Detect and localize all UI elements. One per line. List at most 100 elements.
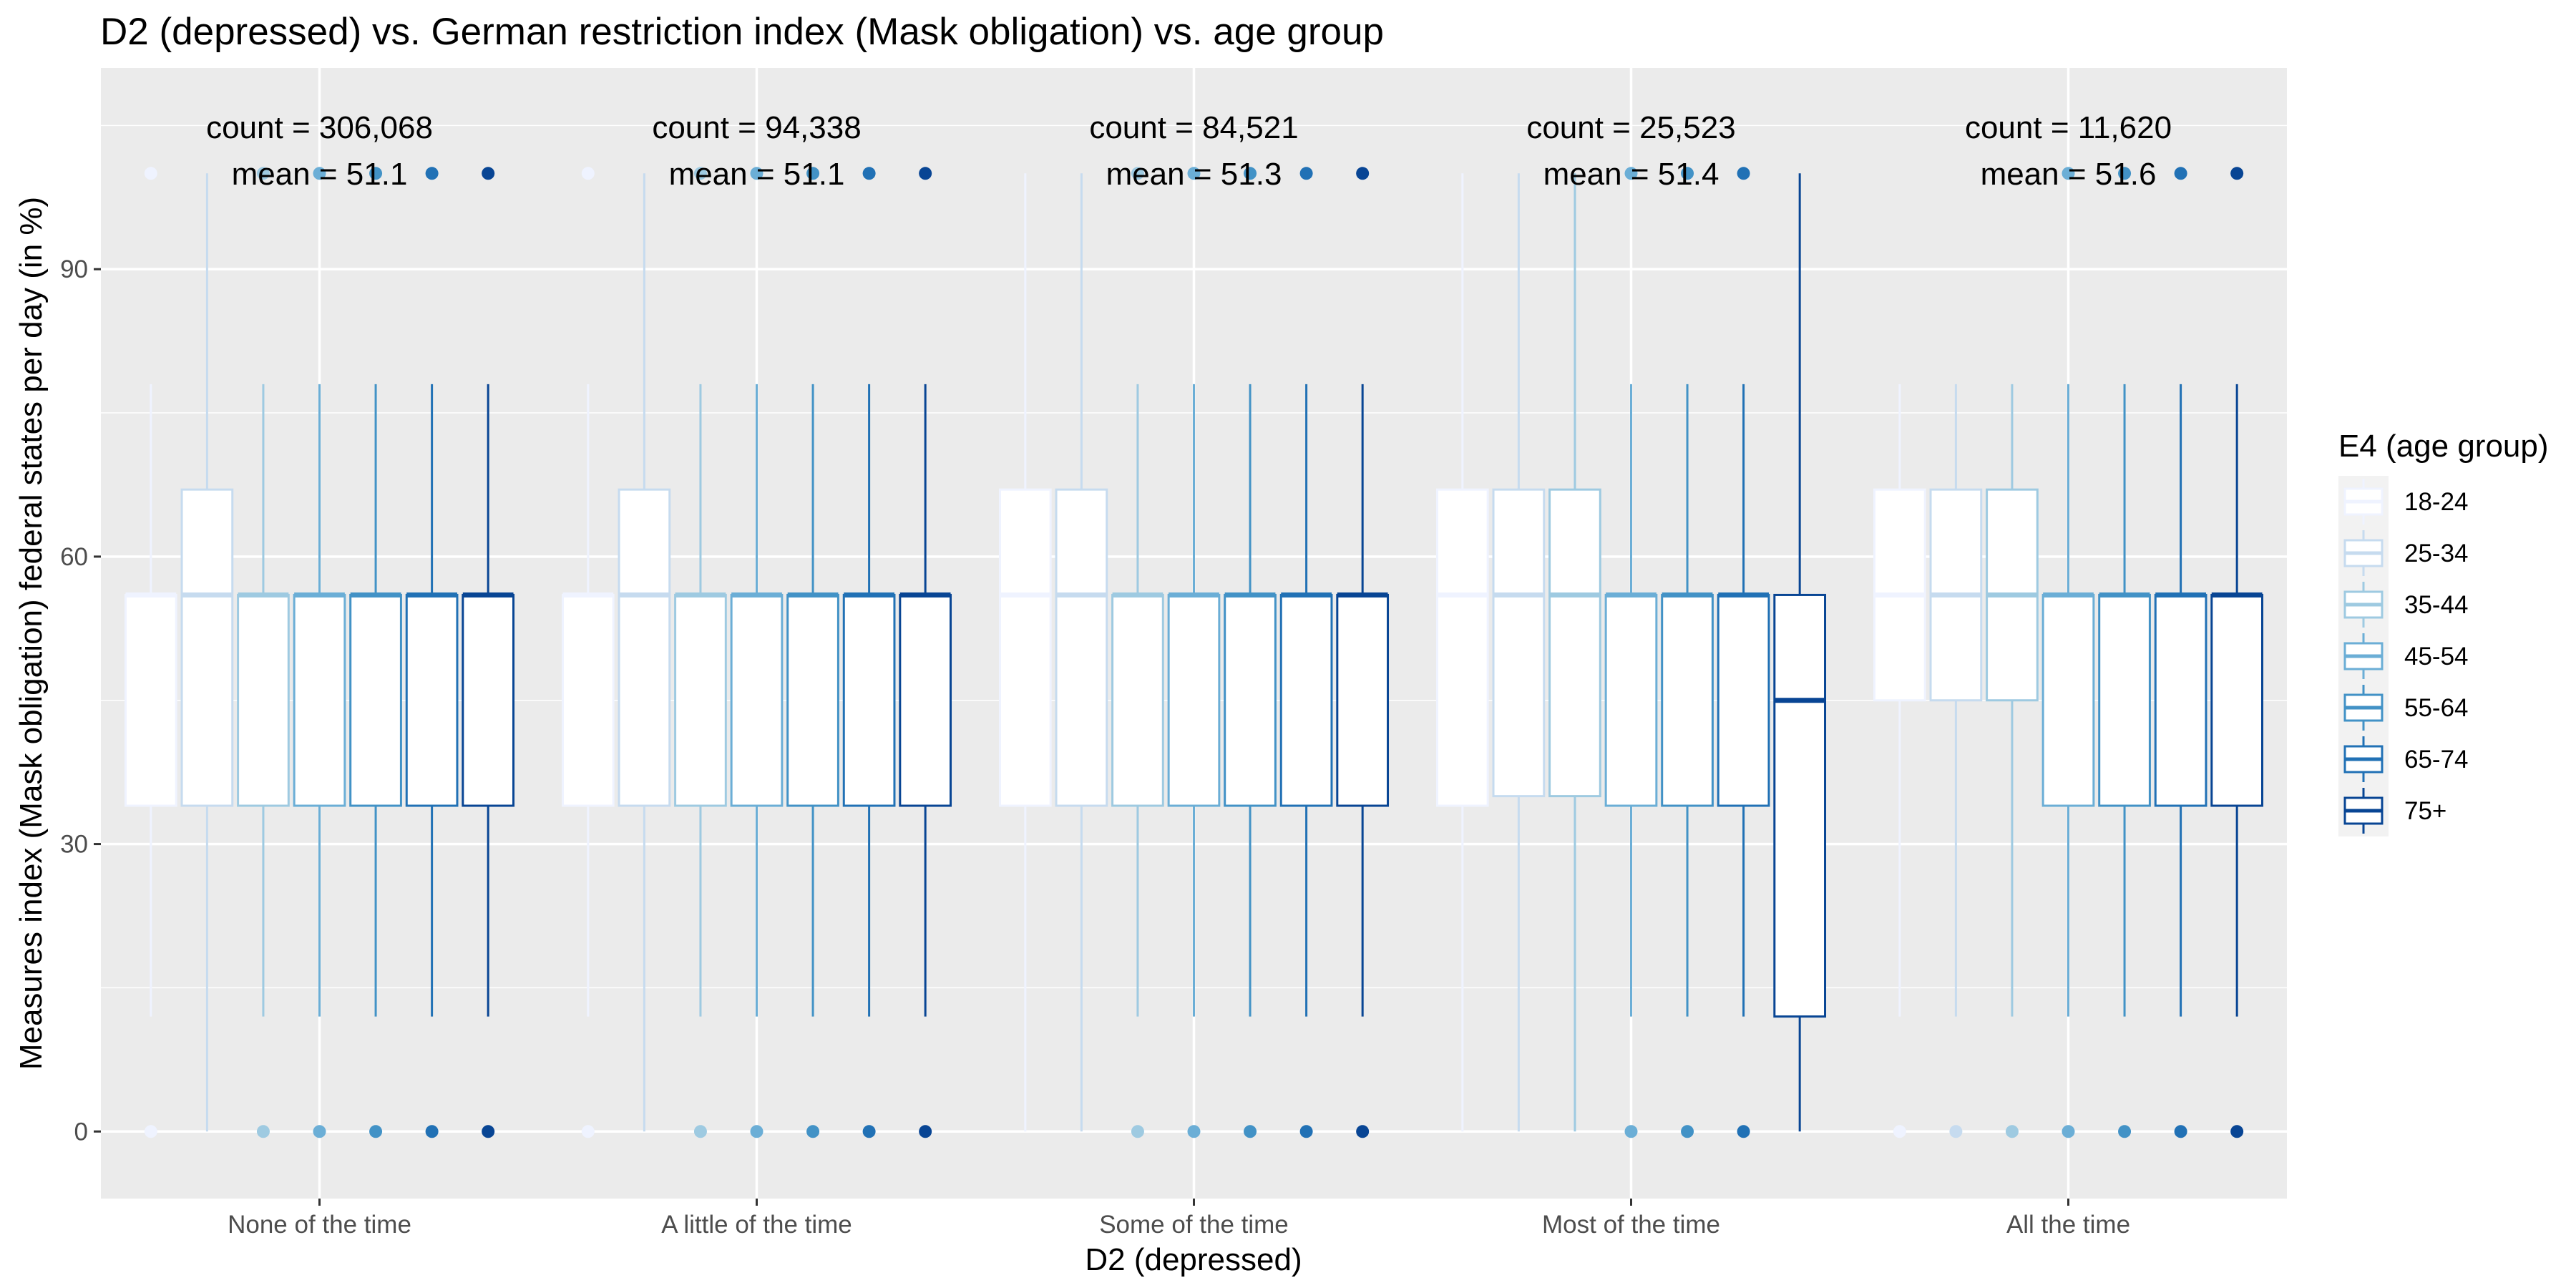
legend-item-75+: 75+ — [2343, 788, 2446, 834]
box-body — [180, 488, 234, 807]
box-body — [1661, 593, 1714, 807]
outlier-point — [1187, 167, 1201, 180]
outlier-point — [693, 167, 707, 180]
box-75+ — [462, 167, 515, 1138]
box-body — [899, 593, 952, 807]
legend-label: 65-74 — [2404, 746, 2469, 774]
box-body — [998, 488, 1052, 807]
box-body — [1279, 593, 1333, 807]
outlier-point — [1681, 167, 1694, 180]
box-18-24 — [1873, 384, 1926, 1138]
box-body — [462, 593, 515, 807]
outlier-point — [1356, 167, 1370, 180]
box-body — [1224, 593, 1277, 807]
box-body — [786, 593, 839, 807]
outlier-point — [1131, 167, 1144, 180]
outlier-point — [1893, 1125, 1906, 1138]
outlier-point — [2230, 1125, 2244, 1138]
legend: E4 (age group) 18-24 25-34 35-44 45-54 55-64 6… — [2338, 429, 2549, 836]
x-tick-label: None of the time — [228, 1211, 411, 1239]
outlier-point — [2005, 1125, 2019, 1138]
outlier-point — [144, 167, 157, 180]
x-tick-label: Some of the time — [1099, 1211, 1289, 1239]
outlier-point — [1299, 1125, 1313, 1138]
legend-item-65-74: 65-74 — [2343, 736, 2469, 782]
box-45-54 — [1604, 167, 1658, 1138]
outlier-point — [482, 1125, 495, 1138]
legend-label: 55-64 — [2404, 694, 2469, 722]
box-body — [1717, 593, 1770, 807]
y-tick-label: 0 — [74, 1118, 88, 1146]
y-axis-title: Measures index (Mask obligation) federal… — [14, 197, 49, 1070]
outlier-point — [1131, 1125, 1144, 1138]
annotations: count = 306,068 mean = 51.1 count = 94,338… — [206, 110, 2172, 192]
box-18-24 — [1435, 173, 1489, 1132]
box-25-34 — [180, 173, 234, 1132]
outlier-point — [1624, 1125, 1638, 1138]
outlier-point — [919, 1125, 932, 1138]
box-55-64 — [2098, 167, 2151, 1138]
outlier-point — [1737, 167, 1750, 180]
box-45-54 — [1167, 167, 1221, 1138]
box-body — [2210, 593, 2264, 807]
box-25-34 — [1492, 173, 1546, 1132]
mean-label: mean = 51.1 — [232, 157, 408, 192]
box-55-64 — [786, 167, 839, 1138]
outlier-point — [313, 167, 326, 180]
boxplots — [124, 167, 2264, 1138]
mean-label: mean = 51.3 — [1106, 157, 1282, 192]
box-body — [1548, 488, 1601, 798]
box-body — [1435, 488, 1489, 807]
outlier-point — [2118, 167, 2132, 180]
box-body — [1167, 593, 1221, 807]
box-45-54 — [293, 167, 346, 1138]
outlier-point — [369, 167, 383, 180]
outlier-point — [1681, 1125, 1694, 1138]
box-body — [124, 593, 177, 807]
outlier-point — [1356, 1125, 1370, 1138]
box-body — [2098, 593, 2151, 807]
legend-label: 25-34 — [2404, 540, 2469, 567]
box-75+ — [1773, 173, 1827, 1132]
chart-title: D2 (depressed) vs. German restriction in… — [100, 11, 1384, 53]
box-body — [293, 593, 346, 807]
outlier-point — [750, 1125, 763, 1138]
legend-item-45-54: 45-54 — [2343, 633, 2469, 679]
outlier-point — [369, 1125, 383, 1138]
box-65-74 — [842, 167, 896, 1138]
box-body — [349, 593, 402, 807]
box-body — [2041, 593, 2095, 807]
outlier-point — [862, 1125, 876, 1138]
box-35-44 — [1548, 173, 1601, 1132]
box-body — [237, 593, 290, 807]
box-75+ — [2210, 167, 2264, 1138]
outlier-point — [806, 167, 820, 180]
outlier-point — [425, 1125, 439, 1138]
box-75+ — [899, 167, 952, 1138]
box-25-34 — [618, 173, 671, 1132]
legend-label: 75+ — [2404, 797, 2446, 825]
outlier-point — [425, 167, 439, 180]
box-body — [405, 593, 459, 807]
box-65-74 — [1279, 167, 1333, 1138]
legend-label: 35-44 — [2404, 591, 2469, 619]
legend-label: 45-54 — [2404, 643, 2469, 670]
box-75+ — [1336, 167, 1390, 1138]
box-18-24 — [561, 167, 615, 1138]
box-body — [618, 488, 671, 807]
box-body — [1111, 593, 1164, 807]
box-35-44 — [237, 167, 290, 1138]
outlier-point — [2062, 167, 2075, 180]
box-body — [1336, 593, 1390, 807]
y-tick-label: 60 — [60, 543, 88, 571]
legend-item-55-64: 55-64 — [2343, 685, 2469, 731]
outlier-point — [1187, 1125, 1201, 1138]
box-65-74 — [1717, 167, 1770, 1138]
count-label: count = 94,338 — [652, 110, 861, 145]
outlier-point — [144, 1125, 157, 1138]
legend-label: 18-24 — [2404, 488, 2469, 516]
box-body — [561, 593, 615, 807]
outlier-point — [581, 1125, 595, 1138]
box-body — [2154, 593, 2207, 807]
y-tick-label: 30 — [60, 831, 88, 859]
